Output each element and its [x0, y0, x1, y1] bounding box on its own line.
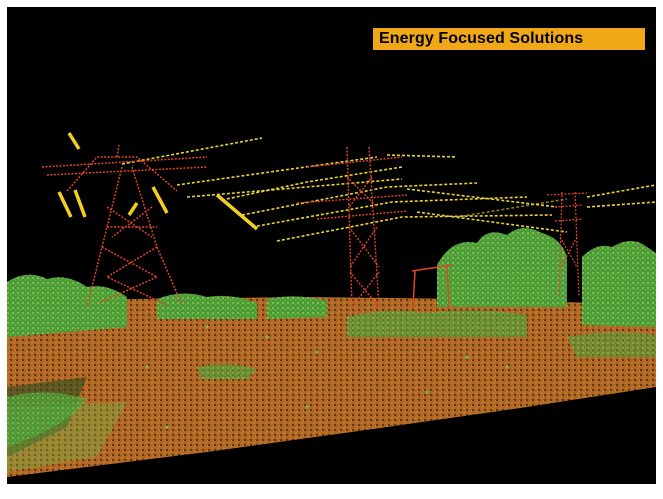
power-lines	[121, 137, 656, 242]
vegetation-layer	[7, 227, 656, 447]
transmission-tower-right	[546, 191, 588, 298]
lidar-point-cloud-image	[7, 7, 656, 484]
point-cloud-drawing	[7, 132, 656, 477]
transmission-tower-left	[41, 144, 208, 308]
transmission-tower-middle	[296, 146, 408, 308]
energy-focused-solutions-banner: Energy Focused Solutions	[373, 28, 645, 50]
insulator-strings	[57, 132, 259, 231]
scatter-points	[145, 325, 509, 429]
gantry-structure	[411, 264, 453, 308]
